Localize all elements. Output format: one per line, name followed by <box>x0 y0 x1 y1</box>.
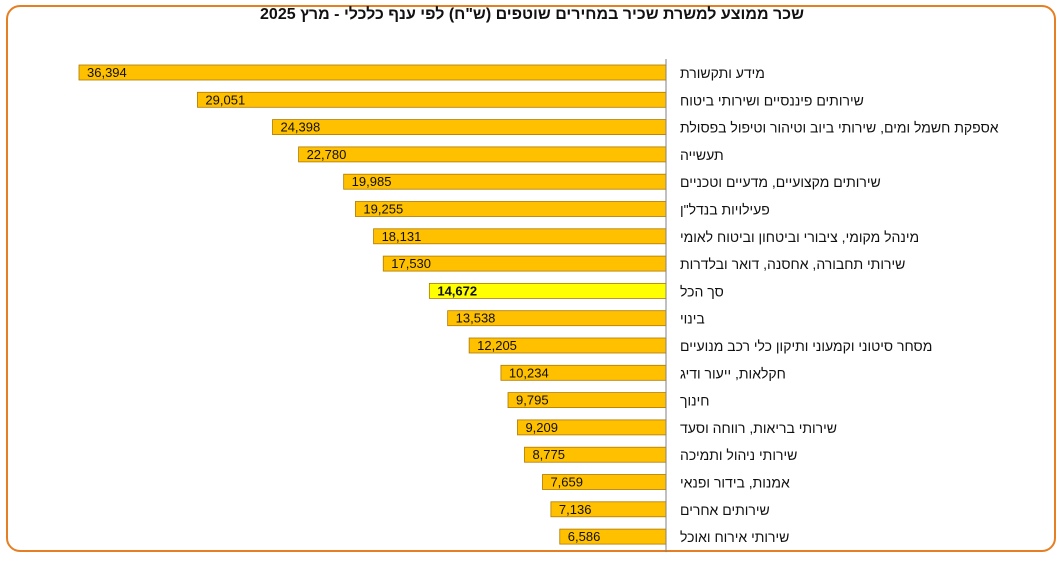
bar-value-label: 18,131 <box>382 229 422 244</box>
bar-value-label: 29,051 <box>205 92 245 107</box>
bar-value-label: 22,780 <box>307 147 347 162</box>
bar-3 <box>298 146 667 163</box>
category-label: שירותים אחרים <box>680 502 770 518</box>
bar-value-label: 9,209 <box>525 420 558 435</box>
bar-value-label: 10,234 <box>509 365 549 380</box>
bar-value-label: 7,659 <box>550 475 583 490</box>
category-label: שירותי בריאות, רווחה וסעד <box>680 420 837 436</box>
bar-value-label: 12,205 <box>477 338 517 353</box>
category-label: חינוך <box>680 393 709 409</box>
category-label: שירותי תחבורה, אחסנה, דואר ובלדרות <box>680 256 905 272</box>
category-label: שירותים מקצועיים, מדעיים וטכניים <box>680 174 881 190</box>
bar-value-label: 36,394 <box>87 65 127 80</box>
bar-value-label: 8,775 <box>532 447 565 462</box>
category-label: אמנות, בידור ופנאי <box>680 475 790 491</box>
bar-value-label: 14,672 <box>437 283 477 298</box>
bar-value-label: 6,586 <box>568 529 601 544</box>
category-label: שירותי ניהול ותמיכה <box>680 447 797 463</box>
category-label: שירותי אירוח ואוכל <box>680 529 789 545</box>
category-label: מידע ותקשורת <box>680 65 765 81</box>
category-label: תעשייה <box>680 147 724 163</box>
bar-0 <box>78 64 667 81</box>
bar-value-label: 13,538 <box>456 311 496 326</box>
bar-value-label: 19,255 <box>363 202 403 217</box>
bar-1 <box>197 91 667 108</box>
category-label: חקלאות, ייעור ודיג <box>680 365 786 381</box>
bar-value-label: 7,136 <box>559 502 592 517</box>
category-label: אספקת חשמל ומים, שירותי ביוב וטיהור וטיפ… <box>680 120 999 136</box>
bar-value-label: 17,530 <box>391 256 431 271</box>
bar-value-label: 24,398 <box>280 120 320 135</box>
category-label: שירותים פיננסיים ושירותי ביטוח <box>680 92 864 108</box>
category-label: סך הכל <box>680 283 724 299</box>
bar-4 <box>343 173 667 190</box>
bar-value-label: 19,985 <box>352 174 392 189</box>
category-label: בינוי <box>680 311 705 327</box>
category-label: פעילויות בנדל"ן <box>680 202 770 218</box>
category-label: מינהל מקומי, ציבורי וביטחון וביטוח לאומי <box>680 229 919 245</box>
bar-value-label: 9,795 <box>516 393 549 408</box>
bar-2 <box>272 119 667 135</box>
chart-title: שכר ממוצע למשרת שכיר במחירים שוטפים (ש"ח… <box>260 6 804 23</box>
category-label: מסחר סיטוני וקמעוני ותיקון כלי רכב מנועי… <box>680 338 932 354</box>
